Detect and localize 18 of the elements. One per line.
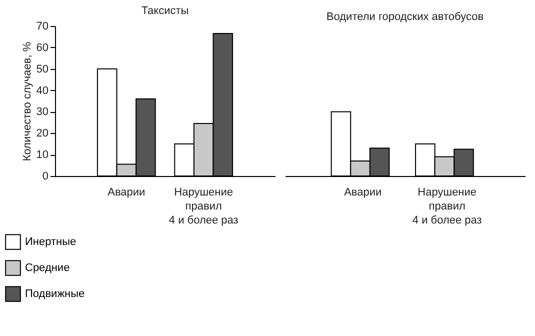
chart-title: Таксисты [141,5,189,17]
x-tick-label: Аварии [344,186,382,198]
y-axis-title: Количество случаев, % [21,42,34,162]
y-tick-label: 70 [36,20,48,32]
chart-title: Водители городских автобусов [326,11,484,23]
x-tick-label: Нарушение правил 4 и более раз [168,186,238,226]
legend-label: Подвижные [25,288,85,300]
y-tick-label: 20 [36,128,48,140]
legend-label: Средние [25,262,70,274]
x-tick-label: Аварии [108,186,146,198]
y-tick-label: 0 [42,170,48,182]
y-tick-label: 50 [36,63,48,76]
x-tick-label: Нарушение правил 4 и более раз [412,186,482,226]
y-tick-label: 30 [36,106,48,118]
y-tick-label: 40 [36,84,48,97]
y-tick-label: 60 [36,42,48,54]
y-tick-label: 10 [36,149,48,162]
legend-label: Инертные [25,236,76,248]
